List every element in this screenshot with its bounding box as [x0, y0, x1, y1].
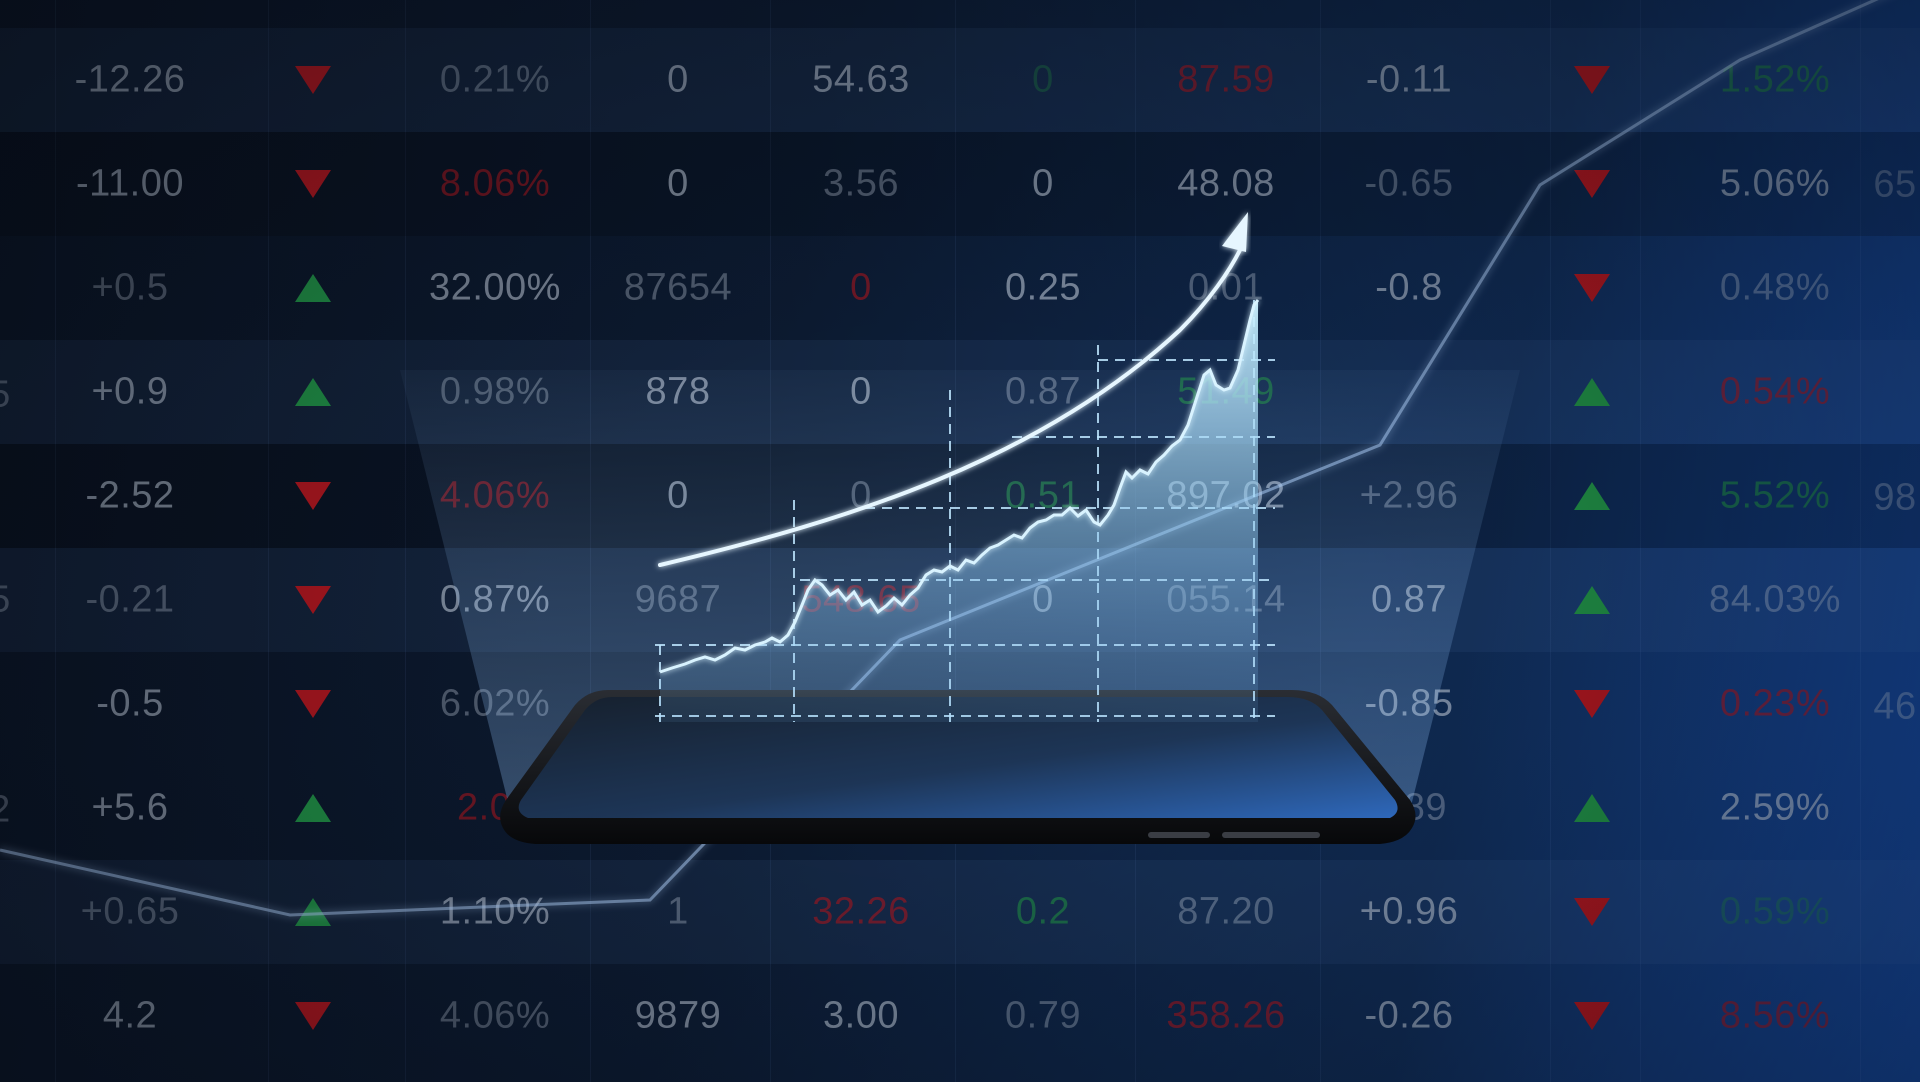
up-arrow-icon [295, 378, 331, 406]
ticker-value: 0.21% [439, 58, 551, 101]
down-arrow-icon [1574, 66, 1610, 94]
ticker-value: -0.65 [1364, 162, 1454, 205]
ticker-value: 0 [1032, 58, 1054, 101]
ticker-value: 1.52% [1719, 58, 1831, 101]
ticker-value-fragment: 5 [0, 374, 11, 417]
ticker-value: 48.08 [1177, 162, 1275, 205]
ticker-value: 3.56 [823, 162, 899, 205]
ticker-value: 32.00% [429, 266, 561, 309]
board-gridline [405, 0, 406, 1082]
ticker-value-fragment: 2 [0, 789, 11, 832]
ticker-value: -0.8 [1375, 266, 1443, 309]
ticker-value: 54.63 [812, 58, 910, 101]
ticker-value: -0.26 [1364, 994, 1454, 1037]
ticker-value: 87.20 [1177, 890, 1275, 933]
down-arrow-icon [295, 482, 331, 510]
up-arrow-icon [1574, 586, 1610, 614]
ticker-value: -12.26 [74, 58, 186, 101]
ticker-value: 0 [1032, 162, 1054, 205]
board-gridline [55, 0, 56, 1082]
ticker-value: +0.5 [91, 266, 169, 309]
ticker-value: 0.2 [1015, 890, 1071, 933]
ticker-value: 0.25 [1005, 266, 1081, 309]
down-arrow-icon [1574, 170, 1610, 198]
down-arrow-icon [1574, 898, 1610, 926]
down-arrow-icon [1574, 274, 1610, 302]
ticker-value: -2.52 [85, 474, 175, 517]
board-gridline [1860, 0, 1861, 1082]
ticker-value: 84.03% [1709, 578, 1841, 621]
ticker-value: 2.59% [1719, 786, 1831, 829]
ticker-value: -11.00 [76, 162, 184, 205]
down-arrow-icon [295, 170, 331, 198]
ticker-value: 5.06% [1719, 162, 1831, 205]
ticker-value: 4.06% [439, 994, 551, 1037]
ticker-value: 0.59% [1719, 890, 1831, 933]
ticker-value: 0 [667, 162, 689, 205]
ticker-value: 5.52% [1719, 474, 1831, 517]
board-gridline [1640, 0, 1641, 1082]
ticker-value: +0.96 [1359, 890, 1459, 933]
up-arrow-icon [295, 794, 331, 822]
ticker-value: 9879 [634, 994, 722, 1037]
ticker-value: 0.23% [1719, 682, 1831, 725]
ticker-value: 358.26 [1166, 994, 1286, 1037]
ticker-value: 87.59 [1177, 58, 1275, 101]
ticker-value: -0.5 [96, 682, 164, 725]
ticker-value: 4.2 [102, 994, 158, 1037]
ticker-value: 8.06% [439, 162, 551, 205]
ticker-value: +5.6 [91, 786, 169, 829]
ticker-value-fragment: 5 [0, 579, 11, 622]
ticker-value: 0.48% [1719, 266, 1831, 309]
ticker-value: 0.54% [1719, 370, 1831, 413]
ticker-value: 3.00 [823, 994, 899, 1037]
ticker-value: 1.10% [439, 890, 551, 933]
ticker-value-fragment: 98 [1873, 476, 1917, 519]
ticker-value: +0.65 [80, 890, 180, 933]
up-arrow-icon [1574, 482, 1610, 510]
ticker-value: -0.11 [1365, 58, 1453, 101]
ticker-value: 0.79 [1005, 994, 1081, 1037]
ticker-value: +0.9 [91, 370, 169, 413]
up-arrow-icon [1574, 794, 1610, 822]
board-gridline [1550, 0, 1551, 1082]
up-arrow-icon [295, 898, 331, 926]
ticker-value: 87654 [623, 266, 733, 309]
ticker-value: 0 [667, 58, 689, 101]
ticker-value: 32.26 [812, 890, 910, 933]
down-arrow-icon [295, 1002, 331, 1030]
ticker-value: 0 [850, 266, 872, 309]
board-gridline [268, 0, 269, 1082]
down-arrow-icon [1574, 1002, 1610, 1030]
ticker-value-fragment: 46 [1873, 685, 1917, 728]
ticker-value-fragment: 65 [1873, 163, 1917, 206]
ticker-value: -0.21 [85, 578, 175, 621]
down-arrow-icon [295, 690, 331, 718]
up-arrow-icon [1574, 378, 1610, 406]
down-arrow-icon [295, 66, 331, 94]
ticker-value: 8.56% [1719, 994, 1831, 1037]
ticker-value: 1 [667, 890, 689, 933]
down-arrow-icon [1574, 690, 1610, 718]
down-arrow-icon [295, 586, 331, 614]
up-arrow-icon [295, 274, 331, 302]
